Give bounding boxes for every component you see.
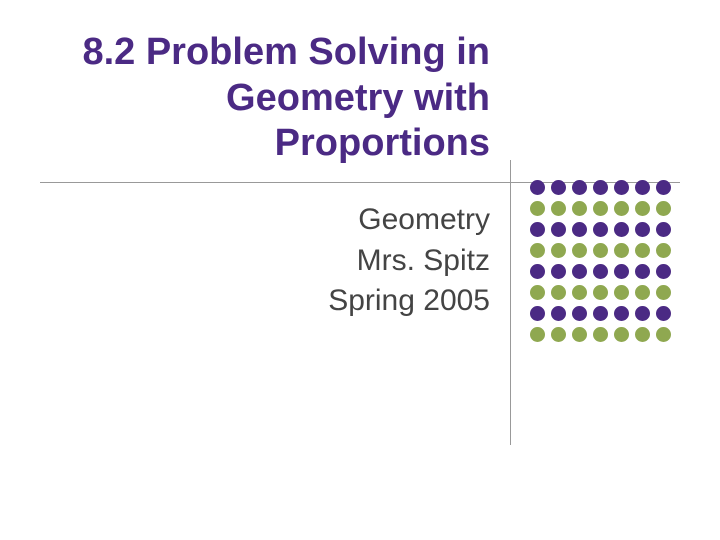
subtitle-line-3: Spring 2005 <box>150 281 490 322</box>
decorative-dot <box>635 306 650 321</box>
decorative-dot <box>572 243 587 258</box>
decorative-dot <box>656 180 671 195</box>
decorative-dot <box>614 264 629 279</box>
decorative-dot <box>656 327 671 342</box>
decorative-dot <box>551 264 566 279</box>
decorative-dot <box>614 243 629 258</box>
decorative-dot <box>593 327 608 342</box>
decorative-dot <box>572 201 587 216</box>
decorative-dot <box>593 180 608 195</box>
vertical-divider <box>510 160 511 445</box>
decorative-dot <box>635 180 650 195</box>
decorative-dot <box>656 243 671 258</box>
decorative-dot <box>593 306 608 321</box>
subtitle-line-1: Geometry <box>150 200 490 241</box>
subtitle-line-2: Mrs. Spitz <box>150 241 490 282</box>
decorative-dot <box>635 201 650 216</box>
decorative-dot <box>614 285 629 300</box>
decorative-dot <box>551 201 566 216</box>
slide: 8.2 Problem Solving in Geometry with Pro… <box>0 0 720 540</box>
decorative-dot <box>656 222 671 237</box>
decorative-dot <box>530 222 545 237</box>
decorative-dot <box>635 243 650 258</box>
decorative-dot <box>614 222 629 237</box>
decorative-dot <box>551 327 566 342</box>
dot-grid <box>530 180 671 342</box>
decorative-dot <box>656 306 671 321</box>
decorative-dot <box>551 222 566 237</box>
decorative-dot <box>572 306 587 321</box>
decorative-dot <box>530 327 545 342</box>
title-block: 8.2 Problem Solving in Geometry with Pro… <box>70 30 490 167</box>
decorative-dot <box>593 285 608 300</box>
decorative-dot <box>635 222 650 237</box>
decorative-dot <box>635 264 650 279</box>
subtitle-block: Geometry Mrs. Spitz Spring 2005 <box>150 200 490 322</box>
decorative-dot <box>530 243 545 258</box>
decorative-dot <box>551 306 566 321</box>
decorative-dot <box>572 285 587 300</box>
decorative-dot <box>572 327 587 342</box>
decorative-dot <box>614 180 629 195</box>
slide-title: 8.2 Problem Solving in Geometry with Pro… <box>70 30 490 167</box>
decorative-dot <box>551 180 566 195</box>
decorative-dot <box>593 243 608 258</box>
decorative-dot <box>614 201 629 216</box>
decorative-dot <box>635 327 650 342</box>
decorative-dot <box>593 264 608 279</box>
decorative-dot <box>656 285 671 300</box>
title-line-1: 8.2 Problem Solving in <box>82 31 490 73</box>
decorative-dot <box>530 180 545 195</box>
decorative-dot <box>530 306 545 321</box>
decorative-dot <box>530 201 545 216</box>
title-line-3: Proportions <box>275 122 490 164</box>
decorative-dot <box>656 264 671 279</box>
decorative-dot <box>530 285 545 300</box>
decorative-dot <box>572 264 587 279</box>
decorative-dot <box>593 201 608 216</box>
decorative-dot <box>656 201 671 216</box>
decorative-dot <box>530 264 545 279</box>
decorative-dot <box>551 243 566 258</box>
decorative-dot <box>614 327 629 342</box>
decorative-dot <box>572 222 587 237</box>
decorative-dot <box>572 180 587 195</box>
decorative-dot <box>635 285 650 300</box>
title-line-2: Geometry with <box>226 77 490 119</box>
decorative-dot <box>614 306 629 321</box>
decorative-dot <box>593 222 608 237</box>
decorative-dot <box>551 285 566 300</box>
